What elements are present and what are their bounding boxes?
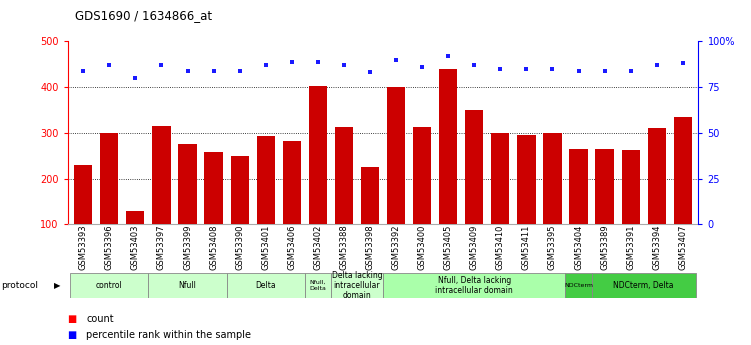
Point xyxy=(416,64,428,70)
Text: GSM53403: GSM53403 xyxy=(131,224,140,270)
Text: GDS1690 / 1634866_at: GDS1690 / 1634866_at xyxy=(75,9,213,22)
Text: GSM53398: GSM53398 xyxy=(366,224,375,270)
Point xyxy=(547,66,559,71)
Text: GSM53401: GSM53401 xyxy=(261,224,270,270)
Bar xyxy=(413,127,431,224)
Text: GSM53390: GSM53390 xyxy=(235,224,244,270)
Bar xyxy=(100,133,119,224)
Bar xyxy=(149,273,227,298)
Bar xyxy=(647,128,666,224)
Text: GSM53404: GSM53404 xyxy=(574,224,583,270)
Bar xyxy=(596,149,614,224)
Text: ■: ■ xyxy=(68,314,77,324)
Text: GSM53395: GSM53395 xyxy=(548,224,557,270)
Bar xyxy=(227,273,305,298)
Text: GSM53391: GSM53391 xyxy=(626,224,635,270)
Point xyxy=(650,62,662,68)
Bar xyxy=(543,133,562,224)
Point xyxy=(260,62,272,68)
Text: GSM53405: GSM53405 xyxy=(444,224,453,270)
Point xyxy=(312,59,324,64)
Bar xyxy=(257,136,275,224)
Point xyxy=(520,66,532,71)
Text: GSM53409: GSM53409 xyxy=(469,224,478,270)
Bar xyxy=(674,117,692,224)
Text: NDCterm: NDCterm xyxy=(564,283,593,288)
Point xyxy=(390,57,402,62)
Point xyxy=(234,68,246,73)
Point xyxy=(468,62,480,68)
Point xyxy=(338,62,350,68)
Bar xyxy=(231,156,249,224)
Point xyxy=(494,66,506,71)
Bar xyxy=(592,273,696,298)
Point xyxy=(572,68,584,73)
Text: GSM53397: GSM53397 xyxy=(157,224,166,270)
Bar xyxy=(204,152,223,224)
Text: GSM53394: GSM53394 xyxy=(652,224,661,270)
Text: Delta lacking
intracellular
domain: Delta lacking intracellular domain xyxy=(332,270,382,300)
Bar xyxy=(309,86,327,224)
Text: NDCterm, Delta: NDCterm, Delta xyxy=(614,281,674,290)
Text: GSM53388: GSM53388 xyxy=(339,224,348,270)
Bar xyxy=(179,144,197,224)
Point xyxy=(599,68,611,73)
Point xyxy=(364,70,376,75)
Point xyxy=(625,68,637,73)
Text: Delta: Delta xyxy=(255,281,276,290)
Bar xyxy=(74,165,92,224)
Text: GSM53408: GSM53408 xyxy=(209,224,218,270)
Text: percentile rank within the sample: percentile rank within the sample xyxy=(86,331,252,340)
Text: GSM53396: GSM53396 xyxy=(105,224,114,270)
Text: GSM53407: GSM53407 xyxy=(678,224,687,270)
Bar xyxy=(70,273,149,298)
Point xyxy=(442,53,454,59)
Point xyxy=(155,62,167,68)
Bar xyxy=(335,127,353,224)
Text: ■: ■ xyxy=(68,331,77,340)
Point xyxy=(286,59,298,64)
Point xyxy=(77,68,89,73)
Bar xyxy=(439,69,457,224)
Text: GSM53411: GSM53411 xyxy=(522,224,531,270)
Text: GSM53406: GSM53406 xyxy=(288,224,297,270)
Bar xyxy=(383,273,566,298)
Bar xyxy=(569,149,587,224)
Text: protocol: protocol xyxy=(2,281,38,290)
Bar xyxy=(465,110,484,224)
Text: Nfull, Delta lacking
intracellular domain: Nfull, Delta lacking intracellular domai… xyxy=(436,276,513,295)
Bar xyxy=(305,273,331,298)
Bar xyxy=(152,126,170,224)
Text: GSM53400: GSM53400 xyxy=(418,224,427,270)
Text: GSM53393: GSM53393 xyxy=(79,224,88,270)
Point xyxy=(677,61,689,66)
Bar xyxy=(387,87,406,224)
Text: Nfull,
Delta: Nfull, Delta xyxy=(309,280,326,291)
Bar xyxy=(126,210,144,224)
Bar xyxy=(360,167,379,224)
Point xyxy=(104,62,116,68)
Text: ▶: ▶ xyxy=(54,281,61,290)
Text: Nfull: Nfull xyxy=(179,281,197,290)
Bar xyxy=(566,273,592,298)
Text: GSM53399: GSM53399 xyxy=(183,224,192,270)
Bar xyxy=(331,273,383,298)
Bar xyxy=(282,141,301,224)
Bar xyxy=(491,133,509,224)
Point xyxy=(129,75,141,81)
Text: GSM53402: GSM53402 xyxy=(313,224,322,270)
Text: GSM53410: GSM53410 xyxy=(496,224,505,270)
Bar xyxy=(517,135,535,224)
Point xyxy=(207,68,219,73)
Text: control: control xyxy=(96,281,122,290)
Text: GSM53392: GSM53392 xyxy=(391,224,400,270)
Text: GSM53389: GSM53389 xyxy=(600,224,609,270)
Point xyxy=(182,68,194,73)
Bar xyxy=(622,150,640,224)
Text: count: count xyxy=(86,314,114,324)
